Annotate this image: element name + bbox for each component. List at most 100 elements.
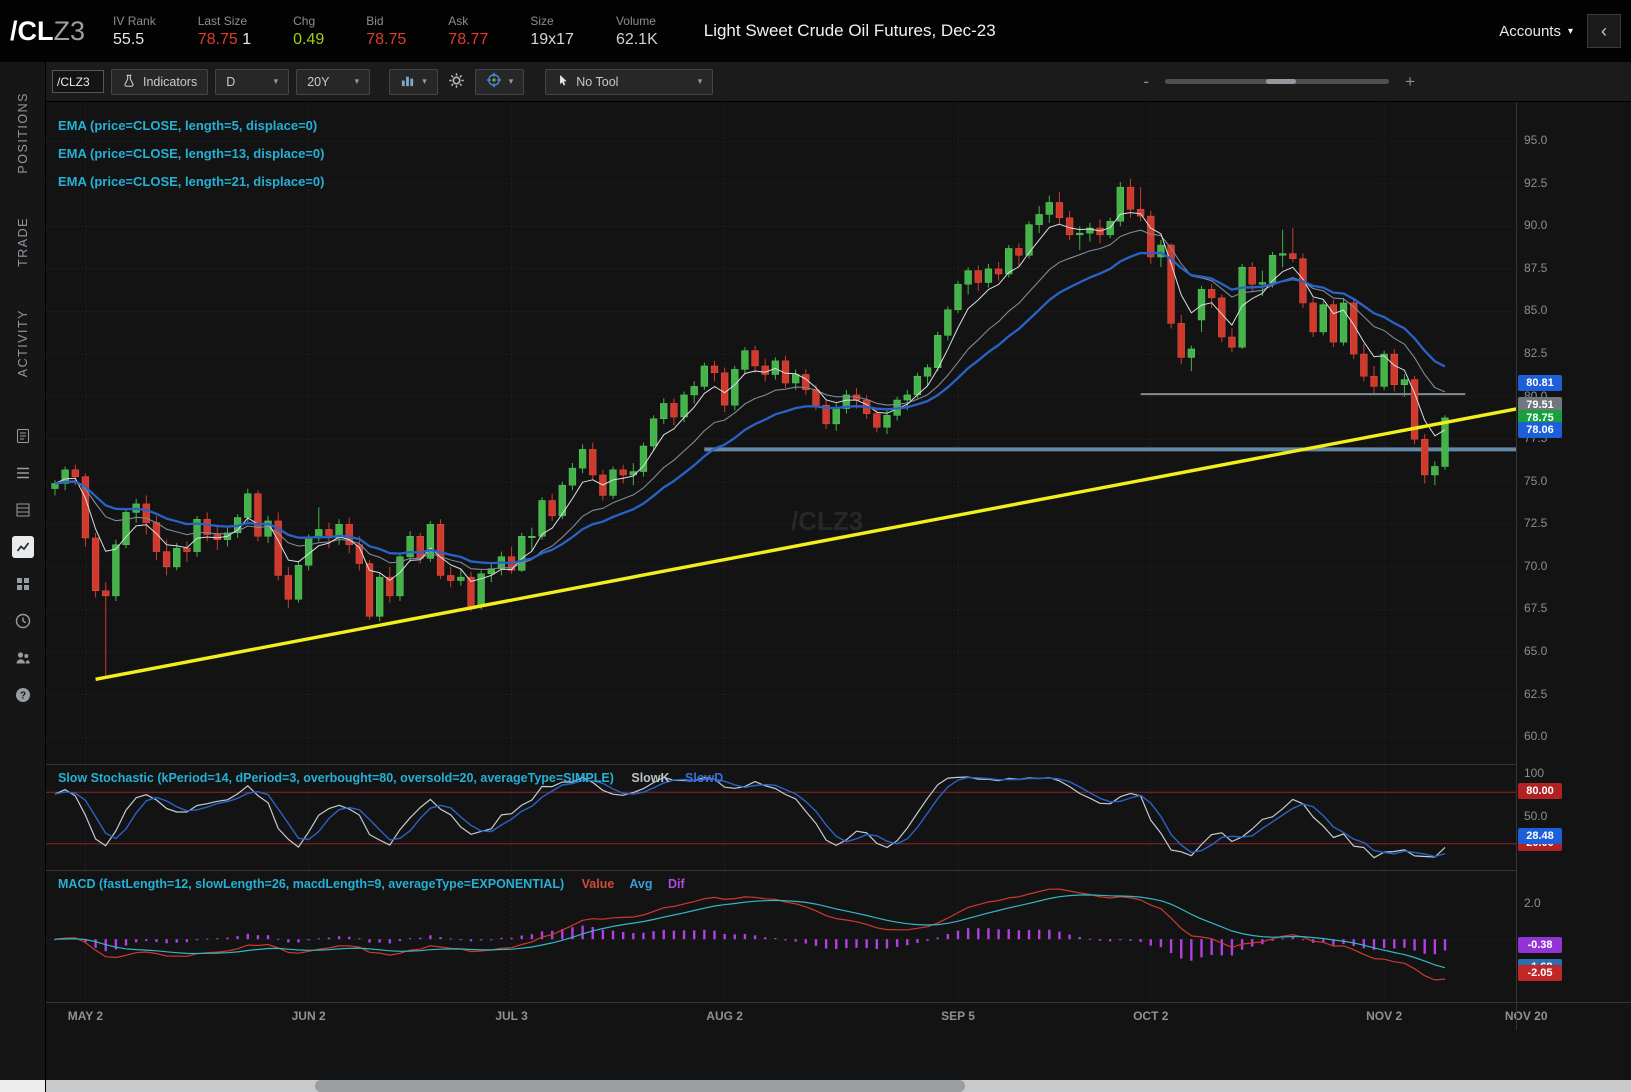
scrollbar-thumb[interactable] <box>315 1080 966 1092</box>
stat-bid: Bid 78.75 <box>366 14 406 49</box>
indicators-button[interactable]: Indicators <box>111 68 209 95</box>
zoom-in-button[interactable]: + <box>1405 72 1415 91</box>
range-dropdown[interactable]: 20Y ▾ <box>296 68 371 95</box>
chart-area[interactable]: /CLZ3 EMA (price=CLOSE, length=5, displa… <box>46 102 1631 1030</box>
quote-header: /CLZ3 IV Rank 55.5 Last Size 78.75 1 Chg… <box>0 0 1631 62</box>
macd-bubble: -0.38 <box>1518 936 1562 953</box>
price-axis: 95.0 92.5 90.0 87.5 85.0 82.5 80.0 77.5 75.0 72.5… <box>1516 102 1631 1030</box>
accounts-label: Accounts <box>1499 22 1561 40</box>
chevron-down-icon: ▾ <box>508 76 514 86</box>
svg-text:?: ? <box>19 690 25 701</box>
price-tick: 90.0 <box>1524 218 1548 233</box>
crosshair-style-dropdown[interactable]: ▾ <box>474 68 525 95</box>
macd-bubble: -2.05 <box>1518 965 1562 982</box>
stat-chg: Chg 0.49 <box>293 14 324 49</box>
collapse-panel-button[interactable]: ‹ <box>1587 14 1621 48</box>
price-chart[interactable]: /CLZ3 <box>46 102 1516 764</box>
cursor-icon <box>556 73 569 91</box>
stat-label: Last Size <box>197 13 248 28</box>
legend-value: Value <box>581 877 615 891</box>
tool-value: No Tool <box>576 74 619 89</box>
help-icon[interactable]: ? <box>12 684 34 706</box>
stat-value: 78.77 <box>448 30 489 48</box>
price-tick: 62.5 <box>1524 686 1548 701</box>
report-icon[interactable] <box>12 499 34 521</box>
price-tick: 82.5 <box>1524 346 1548 361</box>
collapse-arrow-icon: ‹ <box>1601 20 1607 41</box>
zoom-out-button[interactable]: - <box>1143 72 1150 91</box>
ema13-label[interactable]: EMA (price=CLOSE, length=13, displace=0) <box>58 146 325 161</box>
stoch-bubble: 28.48 <box>1518 827 1562 844</box>
macd-header: MACD (fastLength=12, slowLength=26, macd… <box>58 877 697 891</box>
quote-stats: IV Rank 55.5 Last Size 78.75 1 Chg 0.49 … <box>113 14 700 49</box>
sidebar-tab-trade[interactable]: TRADE <box>15 216 30 267</box>
clock-icon[interactable] <box>12 610 34 632</box>
time-axis-label: JUL 3 <box>495 1009 528 1023</box>
macd-title[interactable]: MACD (fastLength=12, slowLength=26, macd… <box>58 877 565 891</box>
time-axis-label: JUN 2 <box>291 1009 326 1023</box>
chart-type-dropdown[interactable]: ▾ <box>389 68 438 95</box>
gear-icon <box>448 72 465 92</box>
legend-dif: Dif <box>667 877 685 891</box>
legend-avg: Avg <box>629 877 653 891</box>
accounts-menu[interactable]: Accounts ▾ <box>1499 23 1573 40</box>
bar-chart-icon <box>400 73 415 91</box>
list-icon[interactable] <box>12 462 34 484</box>
stat-iv-rank: IV Rank 55.5 <box>113 14 156 49</box>
legend-slowd: SlowD <box>685 771 724 785</box>
chart-toolbar: Indicators D ▾ 20Y ▾ ▾ ▾ <box>46 62 1631 102</box>
chart-icon[interactable] <box>11 535 34 558</box>
time-axis: MAY 2 JUN 2 JUL 3 AUG 2 SEP 5 OCT 2 NOV 2 NOV 2… <box>46 1002 1631 1030</box>
legend-slowk: SlowK <box>631 771 670 785</box>
instrument-title: Light Sweet Crude Oil Futures, Dec-23 <box>703 21 996 40</box>
drawing-tool-dropdown[interactable]: No Tool ▾ <box>545 68 714 95</box>
macd-tick: 2.0 <box>1524 896 1541 911</box>
notes-icon[interactable] <box>12 425 34 447</box>
time-axis-label: OCT 2 <box>1133 1009 1169 1023</box>
price-tick: 75.0 <box>1524 473 1548 488</box>
chart-footer-space <box>46 1030 1631 1080</box>
price-tick: 95.0 <box>1524 133 1548 148</box>
stat-value: 78.75 <box>366 30 407 48</box>
time-axis-label: AUG 2 <box>706 1009 743 1023</box>
stochastic-panel[interactable] <box>46 764 1516 870</box>
price-tick: 87.5 <box>1524 260 1548 275</box>
study-labels: EMA (price=CLOSE, length=5, displace=0) … <box>58 112 324 196</box>
settings-gear-button[interactable] <box>445 72 468 92</box>
left-sidebar: POSITIONS TRADE ACTIVITY <box>0 62 46 1092</box>
stat-size: Size 19x17 <box>530 14 574 49</box>
price-bubble: 79.51 <box>1518 396 1562 413</box>
time-axis-label: NOV 20 <box>1504 1009 1548 1023</box>
time-axis-label: MAY 2 <box>67 1009 104 1023</box>
ema21-label[interactable]: EMA (price=CLOSE, length=21, displace=0) <box>58 174 325 189</box>
zoom-slider-thumb[interactable] <box>1265 79 1296 84</box>
stochastic-title[interactable]: Slow Stochastic (kPeriod=14, dPeriod=3, … <box>58 771 614 785</box>
timeframe-dropdown[interactable]: D ▾ <box>215 68 290 95</box>
stoch-tick: 50.0 <box>1524 809 1548 823</box>
stat-last-size: Last Size 78.75 1 <box>198 14 251 49</box>
stochastic-header: Slow Stochastic (kPeriod=14, dPeriod=3, … <box>58 771 735 785</box>
people-icon[interactable] <box>12 647 34 669</box>
macd-panel[interactable] <box>46 870 1516 1002</box>
symbol-input[interactable] <box>52 70 104 93</box>
stat-value: 78.75 <box>197 30 238 48</box>
sidebar-tab-activity[interactable]: ACTIVITY <box>15 309 30 378</box>
horizontal-scrollbar[interactable] <box>46 1080 1631 1092</box>
stat-value2: 1 <box>242 30 252 48</box>
timeframe-value: D <box>226 74 236 89</box>
stat-value: 62.1K <box>615 30 658 48</box>
price-bubble: 80.81 <box>1518 374 1562 391</box>
zoom-slider[interactable] <box>1165 79 1390 84</box>
flask-icon <box>122 73 136 91</box>
stat-value: 19x17 <box>530 30 574 48</box>
price-tick: 67.5 <box>1524 601 1548 616</box>
chevron-down-icon: ▾ <box>354 76 360 86</box>
symbol: /CLZ3 <box>10 16 85 47</box>
ema5-label[interactable]: EMA (price=CLOSE, length=5, displace=0) <box>58 118 318 133</box>
stat-label: Size <box>530 13 554 28</box>
symbol-root: /CL <box>10 15 54 46</box>
scrollbar-corner <box>0 1080 45 1092</box>
sidebar-tab-positions[interactable]: POSITIONS <box>15 92 30 174</box>
symbol-month: Z3 <box>53 15 86 46</box>
grid-icon[interactable] <box>12 573 34 595</box>
